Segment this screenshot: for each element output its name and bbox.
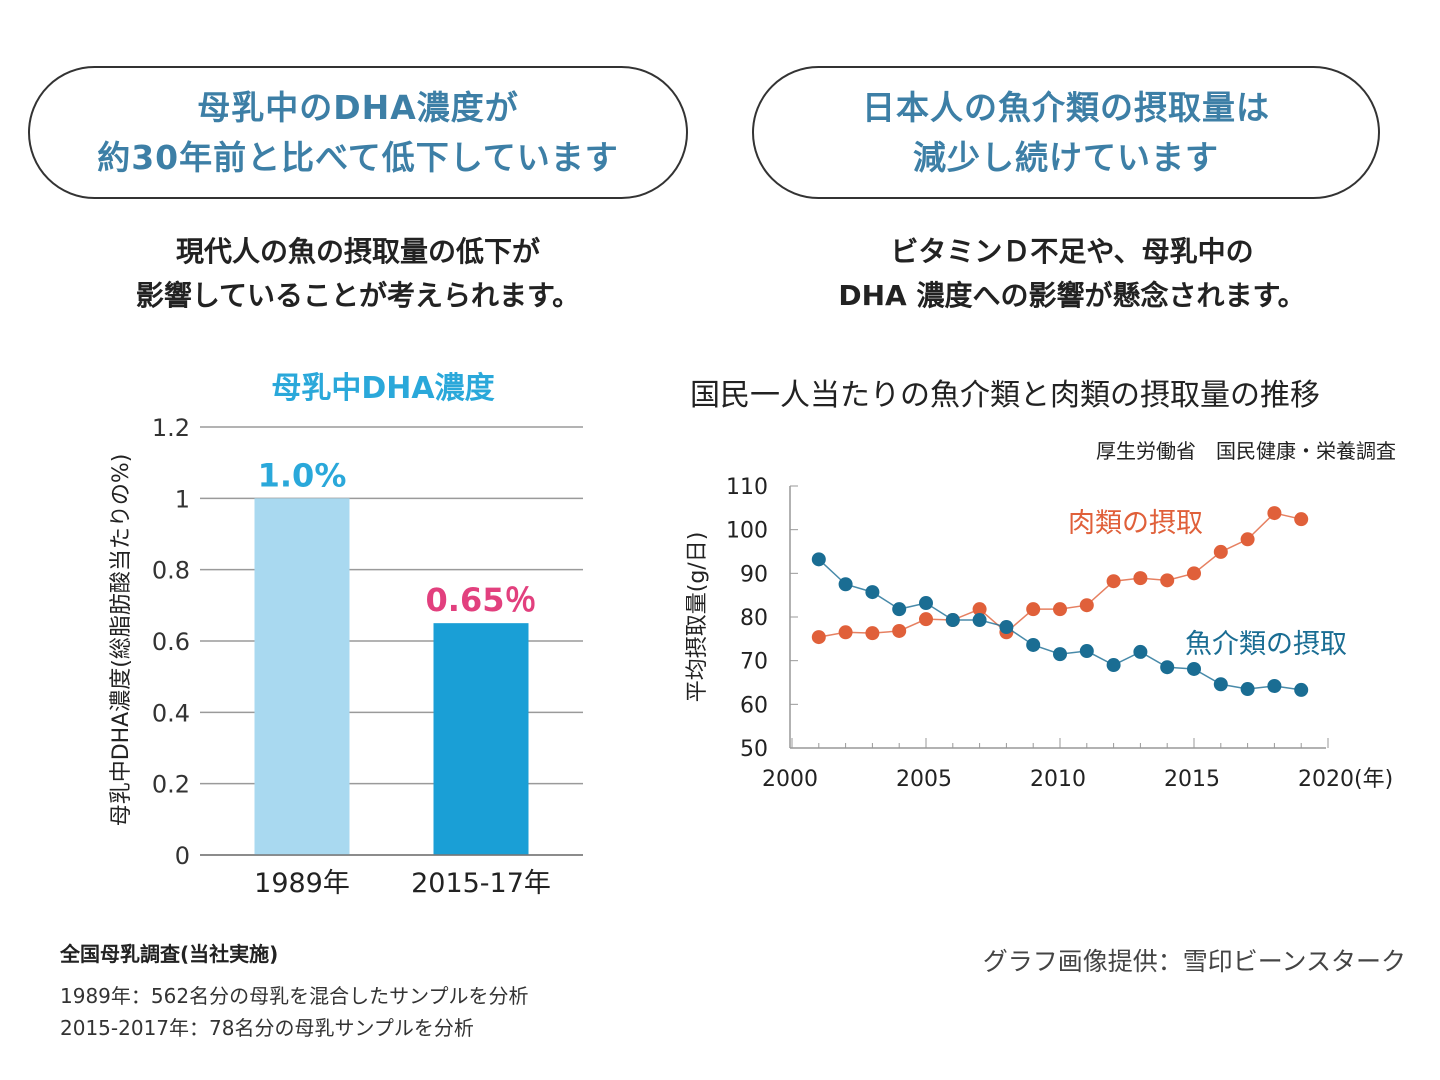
chart-title: 母乳中DHA濃度 — [271, 371, 494, 406]
data-point — [1133, 644, 1148, 659]
data-point — [1240, 682, 1255, 697]
y-tick-label: 70 — [740, 650, 768, 675]
data-point — [919, 612, 933, 627]
bar-data-label: 1.0% — [258, 456, 347, 494]
bar-data-label: 0.65％ — [426, 581, 537, 619]
x-tick-label: 2015-17年 — [411, 868, 551, 899]
data-point — [1267, 506, 1282, 521]
data-point — [892, 602, 907, 617]
bar-2015-17年 — [433, 623, 529, 855]
data-point — [945, 613, 960, 628]
x-tick-label: 2005 — [896, 767, 952, 792]
data-point — [1106, 658, 1121, 673]
left-subtitle-line2: 影響していることが考えられます。 — [135, 279, 581, 312]
right-subtitle-line1: ビタミンＤ不足や、母乳中の — [890, 235, 1254, 268]
x-tick-label: 2015 — [1164, 767, 1220, 792]
data-point — [1026, 602, 1041, 617]
data-point — [865, 585, 880, 600]
x-tick-label: 2010 — [1030, 767, 1086, 792]
y-tick-label: 0.4 — [152, 699, 190, 727]
data-point — [1267, 678, 1282, 693]
data-point — [1160, 660, 1175, 675]
right-subtitle: ビタミンＤ不足や、母乳中の DHA 濃度への影響が懸念されます。 — [752, 230, 1392, 318]
data-point — [1079, 598, 1094, 613]
y-tick-label: 50 — [740, 737, 768, 762]
y-tick-label: 90 — [740, 562, 768, 587]
data-point — [1053, 602, 1067, 617]
data-point — [1187, 661, 1201, 676]
data-point — [1213, 677, 1228, 692]
data-point — [1240, 532, 1255, 547]
x-tick-label: 2000 — [762, 767, 818, 792]
y-tick-label: 60 — [740, 693, 768, 718]
dha-bar-chart: 0 0.2 0.4 0.6 0.8 1 1.2 1.0% 1989年 0.65％ 2015-17年 母… — [109, 371, 583, 899]
data-point — [1133, 571, 1148, 586]
data-point — [919, 596, 933, 611]
left-headline-line2: 約30年前と比べて低下しています — [97, 137, 619, 177]
x-tick-label: 2020(年) — [1298, 767, 1393, 792]
y-tick-label: 0.2 — [152, 771, 190, 799]
source-note-1: 1989年：562名分の母乳を混合したサンプルを分析 — [60, 984, 529, 1008]
data-point — [999, 620, 1014, 635]
x-tick-label: 1989年 — [254, 868, 350, 899]
data-point — [838, 625, 853, 640]
series-label-meat: 肉類の摂取 — [1068, 508, 1203, 539]
bar-1989年 — [254, 498, 350, 855]
left-subtitle: 現代人の魚の摂取量の低下が 影響していることが考えられます。 — [28, 230, 688, 318]
series-line-0 — [818, 512, 1302, 638]
right-subtitle-line2: DHA 濃度への影響が懸念されます。 — [838, 279, 1306, 312]
y-axis-label: 平均摂取量(g/日) — [685, 532, 710, 703]
data-point — [811, 552, 826, 567]
right-headline-line1: 日本人の魚介類の摂取量は — [862, 87, 1270, 127]
data-point — [892, 623, 907, 638]
data-point — [1294, 682, 1309, 697]
data-point — [811, 630, 826, 645]
data-point — [1079, 644, 1094, 659]
data-point — [1213, 544, 1228, 559]
series-label-fish: 魚介類の摂取 — [1185, 629, 1347, 660]
y-tick-label: 110 — [726, 475, 768, 500]
right-headline-box: 日本人の魚介類の摂取量は 減少し続けています — [752, 66, 1380, 199]
y-tick-label: 0 — [175, 842, 190, 870]
chart-title: 国民一人当たりの魚介類と肉類の摂取量の推移 — [690, 378, 1320, 413]
right-headline-line2: 減少し続けています — [913, 137, 1219, 177]
y-tick-label: 100 — [726, 519, 768, 544]
y-tick-label: 1 — [175, 485, 190, 513]
image-credit: グラフ画像提供：雪印ビーンスターク — [982, 947, 1406, 976]
data-point — [972, 602, 987, 617]
left-headline-line1: 母乳中のDHA濃度が — [197, 87, 519, 127]
y-tick-label: 1.2 — [152, 414, 190, 442]
y-tick-label: 80 — [740, 606, 768, 631]
data-point — [1026, 637, 1041, 652]
y-tick-label: 0.6 — [152, 628, 190, 656]
data-point — [1160, 573, 1175, 588]
data-point — [1053, 647, 1067, 662]
left-headline-box: 母乳中のDHA濃度が 約30年前と比べて低下しています — [28, 66, 688, 199]
series-line-1 — [818, 558, 1302, 691]
chart-source: 厚生労働省 国民健康・栄養調査 — [1096, 439, 1396, 463]
data-point — [1187, 566, 1201, 581]
data-point — [838, 577, 853, 592]
data-point — [1106, 574, 1121, 589]
left-subtitle-line1: 現代人の魚の摂取量の低下が — [175, 235, 540, 268]
y-axis-label: 母乳中DHA濃度(総脂肪酸当たりの%) — [109, 454, 134, 827]
data-point — [972, 613, 987, 628]
source-note-2: 2015-2017年：78名分の母乳サンプルを分析 — [60, 1016, 474, 1040]
data-point — [1294, 512, 1309, 527]
source-title: 全国母乳調査(当社実施) — [60, 942, 279, 966]
data-point — [865, 626, 880, 641]
y-tick-label: 0.8 — [152, 557, 190, 585]
